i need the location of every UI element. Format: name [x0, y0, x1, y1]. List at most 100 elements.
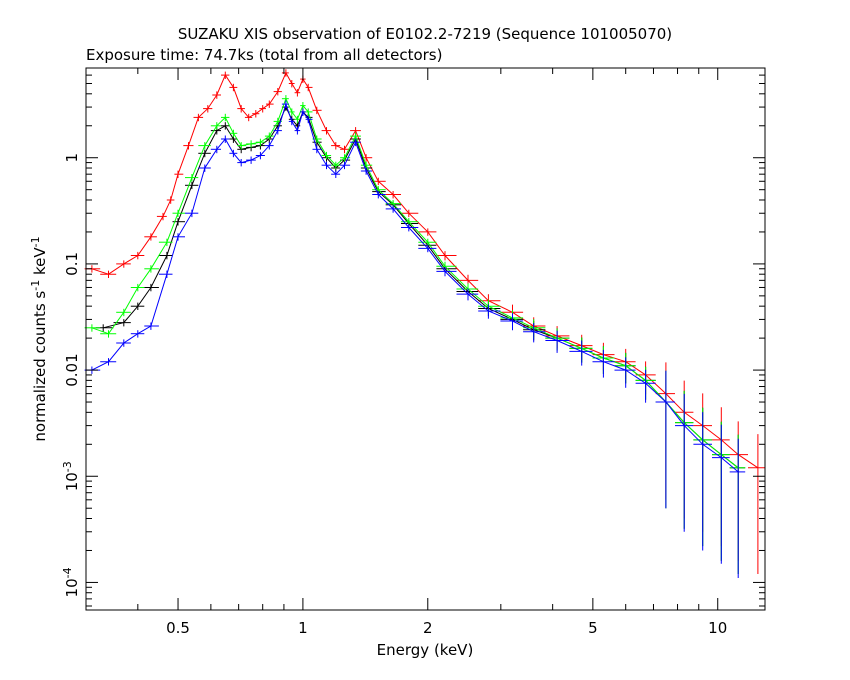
data-point [693, 412, 712, 551]
data-point [288, 108, 295, 116]
data-point [166, 196, 175, 204]
data-point [436, 251, 457, 261]
y-tick-label: 10-4 [61, 567, 81, 597]
data-point [635, 369, 656, 403]
data-point [100, 270, 117, 278]
data-point [183, 142, 194, 150]
series-0-line [91, 71, 759, 469]
data-point [321, 151, 332, 160]
data-point [523, 319, 546, 339]
data-point [237, 142, 247, 150]
data-point [340, 161, 351, 170]
data-point [244, 113, 253, 122]
y-axis-ticks: 1 0.1 0.01 10-3 10-4 [61, 67, 765, 607]
data-point [418, 244, 437, 253]
data-point [130, 302, 145, 310]
data-point [130, 251, 145, 260]
data-point [116, 260, 131, 268]
data-point [500, 313, 524, 331]
data-point [221, 71, 230, 79]
y-tick-label: 0.01 [63, 353, 81, 386]
x-tick-label: 0.5 [166, 619, 190, 637]
data-point [478, 304, 501, 319]
data-point [312, 145, 322, 154]
data-point [288, 117, 295, 126]
data-point [385, 191, 401, 199]
data-point [729, 421, 748, 561]
data-point [350, 132, 361, 140]
plot-frame [85, 67, 766, 611]
series-2-line [91, 97, 739, 469]
data-point [185, 181, 199, 190]
data-point [144, 283, 159, 292]
data-point [401, 209, 419, 218]
data-point [729, 434, 746, 574]
data-point [264, 132, 274, 140]
data-point [523, 317, 546, 337]
data-point [288, 80, 295, 88]
x-tick-label: 1 [298, 619, 308, 637]
data-point [360, 167, 373, 175]
data-point [198, 164, 211, 172]
data-point [255, 151, 265, 160]
data-point [385, 205, 401, 213]
y-tick-label: 10-3 [61, 461, 81, 491]
data-point [294, 127, 301, 135]
data-point [331, 142, 341, 150]
data-point [655, 370, 675, 509]
data-point [237, 145, 247, 154]
data-point [418, 228, 437, 236]
data-point [221, 122, 230, 130]
data-point [185, 174, 199, 182]
series-2 [84, 95, 746, 574]
data-point [100, 358, 117, 366]
y-axis-label-main: normalized counts s [31, 291, 49, 442]
data-point [158, 251, 173, 260]
data-point [221, 113, 230, 122]
data-point [305, 108, 313, 116]
data-point [614, 352, 636, 384]
data-point [294, 89, 301, 97]
data-point [321, 161, 332, 170]
data-point [569, 337, 593, 363]
y-axis-label-exp2: -1 [29, 236, 42, 247]
data-point [655, 370, 675, 509]
x-tick-label: 2 [423, 619, 433, 637]
data-point [156, 212, 167, 221]
series-0 [84, 69, 765, 574]
y-axis-label: normalized counts s-1 keV-1 [29, 236, 49, 441]
data-point [273, 88, 282, 96]
data-point [229, 83, 238, 92]
x-axis-ticks: 0.5 1 2 5 10 [85, 68, 727, 637]
series-3 [84, 100, 746, 578]
data-point [116, 308, 131, 317]
plot-area: 0.5 1 2 5 10 1 0.1 0.01 10-3 10-4 [61, 67, 766, 637]
data-point [212, 91, 221, 99]
data-point [281, 100, 289, 108]
data-point [229, 149, 238, 158]
data-point [84, 324, 101, 332]
data-point [237, 105, 245, 113]
data-point [246, 156, 256, 164]
data-point [266, 100, 274, 108]
data-point [294, 115, 301, 124]
data-point [203, 105, 213, 113]
data-point [569, 337, 593, 363]
data-point [144, 233, 157, 241]
data-point [712, 424, 730, 564]
y-tick-label: 1 [63, 153, 81, 163]
data-point [331, 170, 341, 178]
data-point [185, 209, 199, 218]
y-tick-label: 0.1 [63, 252, 81, 276]
data-point [221, 135, 230, 143]
data-point [255, 138, 265, 147]
data-point [144, 322, 159, 330]
data-point [158, 270, 173, 278]
data-point [331, 161, 341, 170]
data-point [655, 362, 675, 500]
data-point [172, 209, 185, 218]
data-point [281, 69, 289, 77]
data-point [372, 191, 386, 199]
chart-subtitle: Exposure time: 74.7ks (total from all de… [86, 46, 442, 64]
